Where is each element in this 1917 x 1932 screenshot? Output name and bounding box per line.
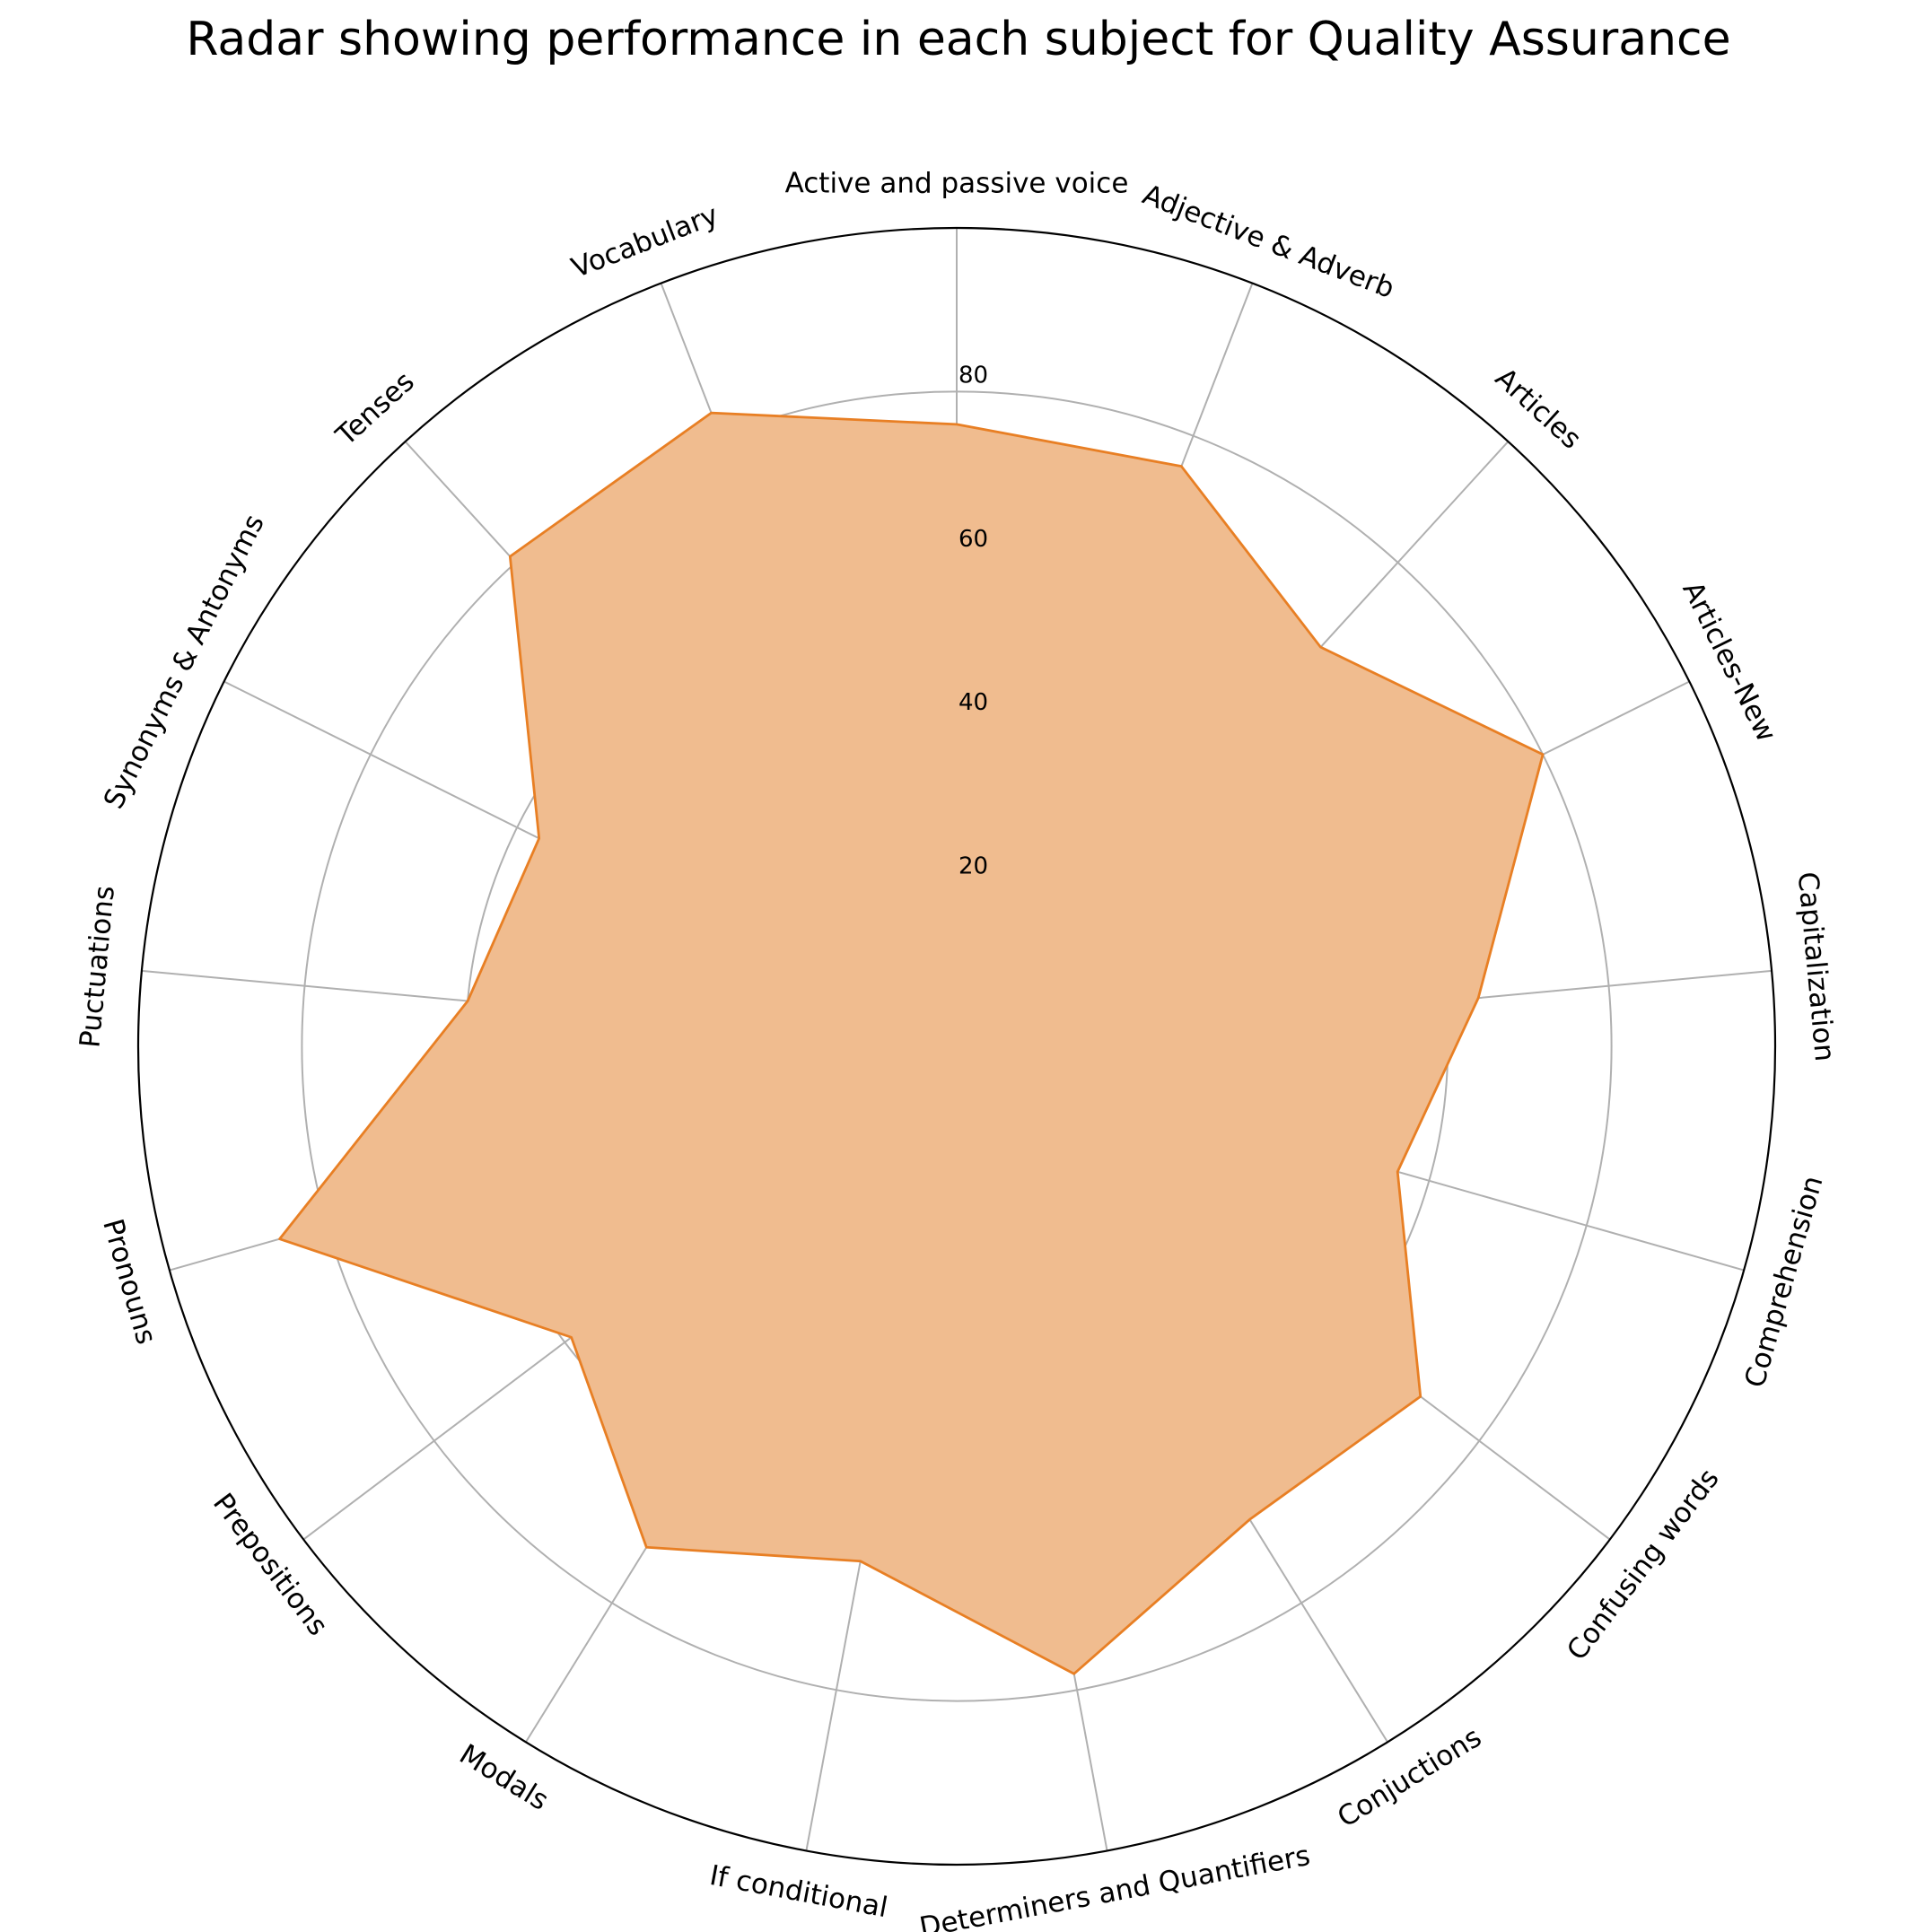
outer-frame <box>136 226 1777 1866</box>
series-layer <box>278 411 1545 1675</box>
category-label: If conditional <box>707 1859 890 1924</box>
category-label: Prepositions <box>206 1488 334 1642</box>
category-label: Determiners and Quantifiers <box>917 1840 1313 1932</box>
category-label: Articles-New <box>1676 576 1782 747</box>
category-label: Articles <box>1489 362 1588 455</box>
category-label: Adjective & Adverb <box>1138 179 1398 305</box>
radial-tick-labels: 20 40 60 80 <box>959 362 988 879</box>
tick-label: 60 <box>959 526 988 553</box>
series-line <box>278 411 1545 1675</box>
category-label: Comprehension <box>1738 1172 1829 1391</box>
tick-label: 40 <box>959 689 988 716</box>
series-area <box>279 413 1544 1674</box>
category-label: Conjuctions <box>1332 1721 1487 1834</box>
category-label: Vocabulary <box>567 199 722 285</box>
category-label: Puctuations <box>74 884 121 1049</box>
category-label: Active and passive voice <box>785 168 1129 200</box>
tick-label: 20 <box>959 853 988 880</box>
category-label: Synonyms & Antonyms <box>98 510 271 814</box>
tick-label: 80 <box>959 362 988 389</box>
chart-title: Radar showing performance in each subjec… <box>186 13 1731 66</box>
category-label: Capitalization <box>1791 870 1841 1062</box>
category-label: Pronouns <box>96 1216 162 1349</box>
